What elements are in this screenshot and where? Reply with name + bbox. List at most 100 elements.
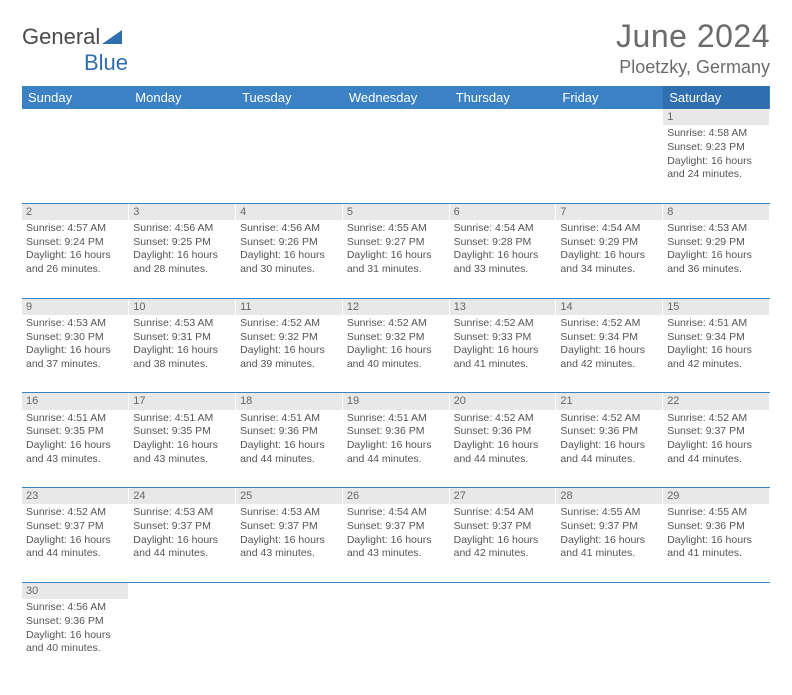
day-number-cell [236, 582, 343, 599]
detail-row: Sunrise: 4:53 AMSunset: 9:30 PMDaylight:… [22, 315, 770, 393]
daylight-text: and 26 minutes. [26, 263, 124, 277]
logo-triangle-icon [102, 24, 122, 50]
daylight-text: and 33 minutes. [454, 263, 552, 277]
day-detail-cell: Sunrise: 4:53 AMSunset: 9:31 PMDaylight:… [129, 315, 236, 393]
day-header: Thursday [449, 86, 556, 109]
daynum-row: 30 [22, 582, 770, 599]
sunset-text: Sunset: 9:37 PM [667, 425, 765, 439]
day-number-cell [129, 109, 236, 125]
month-title: June 2024 [616, 18, 770, 55]
day-detail-cell: Sunrise: 4:58 AMSunset: 9:23 PMDaylight:… [663, 125, 770, 203]
day-detail-cell: Sunrise: 4:56 AMSunset: 9:25 PMDaylight:… [129, 220, 236, 298]
daylight-text: and 31 minutes. [347, 263, 445, 277]
sunset-text: Sunset: 9:24 PM [26, 236, 124, 250]
day-detail-cell: Sunrise: 4:52 AMSunset: 9:36 PMDaylight:… [449, 410, 556, 488]
sunset-text: Sunset: 9:31 PM [133, 331, 231, 345]
daylight-text: Daylight: 16 hours [347, 439, 445, 453]
location: Ploetzky, Germany [616, 57, 770, 78]
daylight-text: and 30 minutes. [240, 263, 338, 277]
day-detail-cell [449, 125, 556, 203]
day-number-cell [129, 582, 236, 599]
daylight-text: Daylight: 16 hours [667, 534, 765, 548]
sunrise-text: Sunrise: 4:53 AM [240, 506, 338, 520]
sunset-text: Sunset: 9:29 PM [667, 236, 765, 250]
daylight-text: and 40 minutes. [26, 642, 124, 656]
daylight-text: and 44 minutes. [347, 453, 445, 467]
day-detail-cell: Sunrise: 4:53 AMSunset: 9:37 PMDaylight:… [129, 504, 236, 582]
day-detail-cell: Sunrise: 4:51 AMSunset: 9:36 PMDaylight:… [342, 410, 449, 488]
calendar-body: 1Sunrise: 4:58 AMSunset: 9:23 PMDaylight… [22, 109, 770, 677]
day-number-cell: 12 [342, 298, 449, 315]
day-detail-cell: Sunrise: 4:51 AMSunset: 9:35 PMDaylight:… [22, 410, 129, 488]
daylight-text: Daylight: 16 hours [26, 629, 124, 643]
daynum-row: 23242526272829 [22, 488, 770, 505]
day-number-cell [663, 582, 770, 599]
daylight-text: Daylight: 16 hours [454, 249, 552, 263]
sunset-text: Sunset: 9:37 PM [347, 520, 445, 534]
sunrise-text: Sunrise: 4:51 AM [347, 412, 445, 426]
day-number-cell [22, 109, 129, 125]
daylight-text: Daylight: 16 hours [667, 439, 765, 453]
day-detail-cell [236, 599, 343, 677]
day-number-cell: 22 [663, 393, 770, 410]
day-detail-cell: Sunrise: 4:51 AMSunset: 9:35 PMDaylight:… [129, 410, 236, 488]
day-number-cell: 20 [449, 393, 556, 410]
daylight-text: and 44 minutes. [454, 453, 552, 467]
daynum-row: 1 [22, 109, 770, 125]
daylight-text: Daylight: 16 hours [560, 249, 658, 263]
day-number-cell [449, 582, 556, 599]
detail-row: Sunrise: 4:57 AMSunset: 9:24 PM Daylight:… [22, 220, 770, 298]
day-number-cell [556, 582, 663, 599]
sunset-text: Sunset: 9:36 PM [240, 425, 338, 439]
sunrise-text: Sunrise: 4:52 AM [454, 317, 552, 331]
day-detail-cell: Sunrise: 4:56 AMSunset: 9:26 PMDaylight:… [236, 220, 343, 298]
sunrise-text: Sunrise: 4:52 AM [454, 412, 552, 426]
daylight-text: and 38 minutes. [133, 358, 231, 372]
day-detail-cell [22, 125, 129, 203]
daylight-text: Daylight: 16 hours [240, 439, 338, 453]
sunrise-text: Sunrise: 4:53 AM [133, 506, 231, 520]
day-number-cell [449, 109, 556, 125]
detail-row: Sunrise: 4:52 AMSunset: 9:37 PMDaylight:… [22, 504, 770, 582]
sunset-text: Sunset: 9:27 PM [347, 236, 445, 250]
day-number-cell: 16 [22, 393, 129, 410]
day-detail-cell: Sunrise: 4:54 AMSunset: 9:28 PMDaylight:… [449, 220, 556, 298]
sunrise-text: Sunrise: 4:52 AM [240, 317, 338, 331]
daylight-text: Daylight: 16 hours [347, 249, 445, 263]
day-detail-cell [556, 599, 663, 677]
detail-row: Sunrise: 4:56 AMSunset: 9:36 PMDaylight:… [22, 599, 770, 677]
sunset-text: Sunset: 9:35 PM [26, 425, 124, 439]
day-detail-cell [129, 125, 236, 203]
sunrise-text: Sunrise: 4:56 AM [26, 601, 124, 615]
sunrise-text: Sunrise: 4:52 AM [26, 506, 124, 520]
sunrise-text: Sunrise: 4:57 AM [26, 222, 124, 236]
sunset-text: Sunset: 9:36 PM [560, 425, 658, 439]
day-number-cell: 10 [129, 298, 236, 315]
daylight-text: and 41 minutes. [454, 358, 552, 372]
sunset-text: Sunset: 9:30 PM [26, 331, 124, 345]
sunrise-text: Sunrise: 4:56 AM [240, 222, 338, 236]
day-header: Friday [556, 86, 663, 109]
daylight-text: Daylight: 16 hours [667, 155, 765, 169]
logo: General Blue [22, 24, 128, 76]
daylight-text: Daylight: 16 hours [240, 534, 338, 548]
sunset-text: Sunset: 9:37 PM [560, 520, 658, 534]
day-header: Saturday [663, 86, 770, 109]
header: General Blue June 2024 Ploetzky, Germany [22, 18, 770, 78]
day-number-cell [342, 109, 449, 125]
daylight-text: and 44 minutes. [560, 453, 658, 467]
daylight-text: Daylight: 16 hours [667, 249, 765, 263]
day-number-cell: 8 [663, 203, 770, 220]
sunrise-text: Sunrise: 4:58 AM [667, 127, 765, 141]
daylight-text: Daylight: 16 hours [347, 344, 445, 358]
sunset-text: Sunset: 9:37 PM [26, 520, 124, 534]
day-detail-cell: Sunrise: 4:52 AMSunset: 9:36 PMDaylight:… [556, 410, 663, 488]
sunrise-text: Sunrise: 4:52 AM [560, 317, 658, 331]
sunrise-text: Sunrise: 4:56 AM [133, 222, 231, 236]
day-detail-cell: Sunrise: 4:55 AMSunset: 9:37 PMDaylight:… [556, 504, 663, 582]
daynum-row: 2345678 [22, 203, 770, 220]
sunrise-text: Sunrise: 4:55 AM [347, 222, 445, 236]
detail-row: Sunrise: 4:51 AM Sunset: 9:35 PM Daylight:… [22, 410, 770, 488]
sunset-text: Sunset: 9:36 PM [667, 520, 765, 534]
daylight-text: and 43 minutes. [133, 453, 231, 467]
